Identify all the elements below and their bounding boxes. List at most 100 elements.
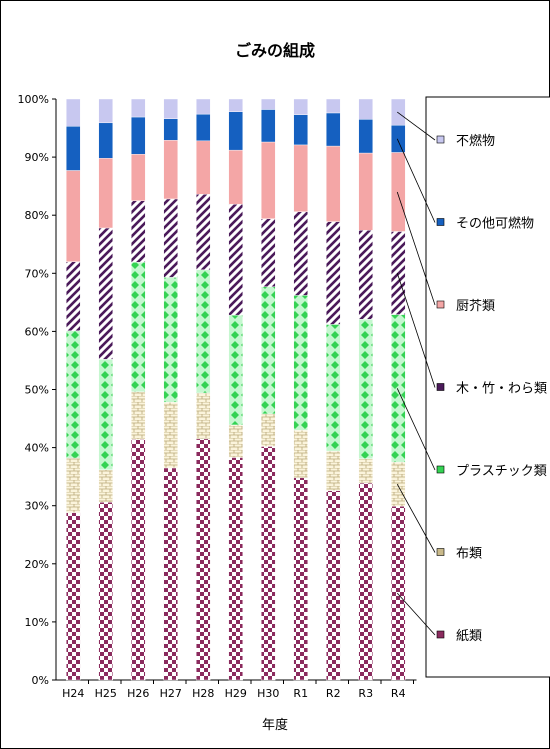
bar-segment bbox=[66, 457, 81, 513]
x-tick-label: R3 bbox=[358, 687, 373, 700]
bar-segment bbox=[196, 113, 211, 142]
y-tick-label: 30% bbox=[25, 500, 49, 513]
bar-segment bbox=[131, 116, 146, 155]
bar-segment bbox=[391, 314, 406, 463]
bar-segment bbox=[228, 203, 243, 316]
legend-leader-line bbox=[396, 138, 436, 223]
legend-box bbox=[425, 96, 550, 678]
plot-area: 0% 10% 20% 30% 40% 50% 60% 70% 80% 90% 100% H24 H25 H… bbox=[18, 93, 547, 700]
bar-segment bbox=[391, 124, 406, 153]
bar-segment bbox=[98, 359, 113, 470]
bar-segment bbox=[131, 98, 146, 118]
x-tick-label: R2 bbox=[326, 687, 341, 700]
legend-swatch bbox=[436, 465, 445, 474]
bar-segment bbox=[163, 277, 178, 403]
y-tick-label: 60% bbox=[25, 325, 49, 338]
bar-segment bbox=[228, 424, 243, 458]
bar-segment bbox=[131, 262, 146, 393]
bar-segment bbox=[131, 439, 146, 681]
legend-swatch bbox=[436, 630, 445, 639]
bar-segment bbox=[293, 295, 308, 431]
y-tick-label: 20% bbox=[25, 558, 49, 571]
bar-segment bbox=[293, 114, 308, 146]
bar-segment bbox=[163, 140, 178, 200]
bar-segment bbox=[66, 126, 81, 171]
bar-segment bbox=[66, 512, 81, 681]
bar-segment bbox=[98, 227, 113, 360]
bar-segment bbox=[131, 153, 146, 201]
bar-segment bbox=[131, 391, 146, 440]
legend-swatch bbox=[436, 300, 445, 309]
bar-segment bbox=[358, 119, 373, 154]
bar-segment bbox=[358, 230, 373, 320]
bar-segment bbox=[163, 98, 178, 119]
x-tick-label: H29 bbox=[225, 687, 247, 700]
bar-segment bbox=[66, 330, 81, 459]
legend-leader-line bbox=[396, 191, 436, 306]
bar-segment bbox=[293, 98, 308, 115]
y-tick-label: 70% bbox=[25, 267, 49, 280]
y-tick-label: 90% bbox=[25, 151, 49, 164]
bar-segment bbox=[293, 144, 308, 212]
bar-segment bbox=[261, 141, 276, 219]
bar-segment bbox=[98, 158, 113, 229]
bar-segment bbox=[326, 221, 341, 325]
bar-segment bbox=[326, 112, 341, 147]
y-tick-label: 50% bbox=[25, 384, 49, 397]
legend-swatch bbox=[436, 383, 445, 391]
bar-segment bbox=[228, 111, 243, 151]
bar-segment bbox=[391, 98, 406, 126]
bar-segment bbox=[163, 118, 178, 141]
bar-segment bbox=[66, 261, 81, 332]
bar-segment bbox=[293, 211, 308, 296]
x-tick-label: R1 bbox=[293, 687, 308, 700]
bar-segment bbox=[326, 145, 341, 222]
bar-segment bbox=[196, 98, 211, 115]
bar-segment bbox=[196, 392, 211, 440]
bar-segment bbox=[228, 457, 243, 681]
legend-label: 紙類 bbox=[456, 629, 482, 644]
bar-segment bbox=[196, 438, 211, 681]
x-tick-label: H24 bbox=[62, 687, 84, 700]
bar-segment bbox=[228, 314, 243, 426]
bar-segment bbox=[358, 98, 373, 120]
bar-segment bbox=[228, 98, 243, 112]
bar-segment bbox=[326, 490, 341, 681]
bar-segment bbox=[391, 231, 406, 315]
y-tick-label: 10% bbox=[25, 616, 49, 629]
bar-segment bbox=[131, 200, 146, 263]
bar-segment bbox=[391, 152, 406, 232]
bar-segment bbox=[261, 109, 276, 143]
y-tick-label: 80% bbox=[25, 209, 49, 222]
bar-segment bbox=[391, 506, 406, 681]
legend-leader-line bbox=[396, 592, 436, 636]
legend-label: 不燃物 bbox=[456, 133, 495, 149]
bar-segment bbox=[196, 194, 211, 271]
y-tick-label: 0% bbox=[32, 674, 49, 687]
legend-label: 木・竹・わら類 bbox=[456, 382, 547, 397]
legend-label: その他可燃物 bbox=[456, 216, 534, 232]
bar-segment bbox=[358, 482, 373, 681]
legend-swatch bbox=[436, 548, 445, 556]
legend-leader-line bbox=[397, 111, 436, 141]
bar-segment bbox=[261, 98, 276, 110]
bar-segment bbox=[358, 152, 373, 231]
bar-segment bbox=[66, 170, 81, 262]
bar-segment bbox=[163, 467, 178, 681]
x-tick-label: H25 bbox=[95, 687, 117, 700]
chart-title: ごみの組成 bbox=[234, 41, 315, 60]
bar-segment bbox=[293, 429, 308, 479]
bar-segment bbox=[261, 218, 276, 287]
y-tick-label: 100% bbox=[18, 93, 49, 106]
bar-segment bbox=[196, 140, 211, 195]
legend-label: プラスチック類 bbox=[456, 464, 547, 479]
x-tick-label: H26 bbox=[127, 687, 149, 700]
bar-segment bbox=[98, 122, 113, 159]
y-tick-label: 40% bbox=[25, 442, 49, 455]
x-tick-label: R4 bbox=[391, 687, 406, 700]
bar-segment bbox=[358, 458, 373, 484]
bar-segment bbox=[228, 149, 243, 205]
legend-leader-line bbox=[396, 388, 436, 471]
bar-segment bbox=[293, 477, 308, 681]
